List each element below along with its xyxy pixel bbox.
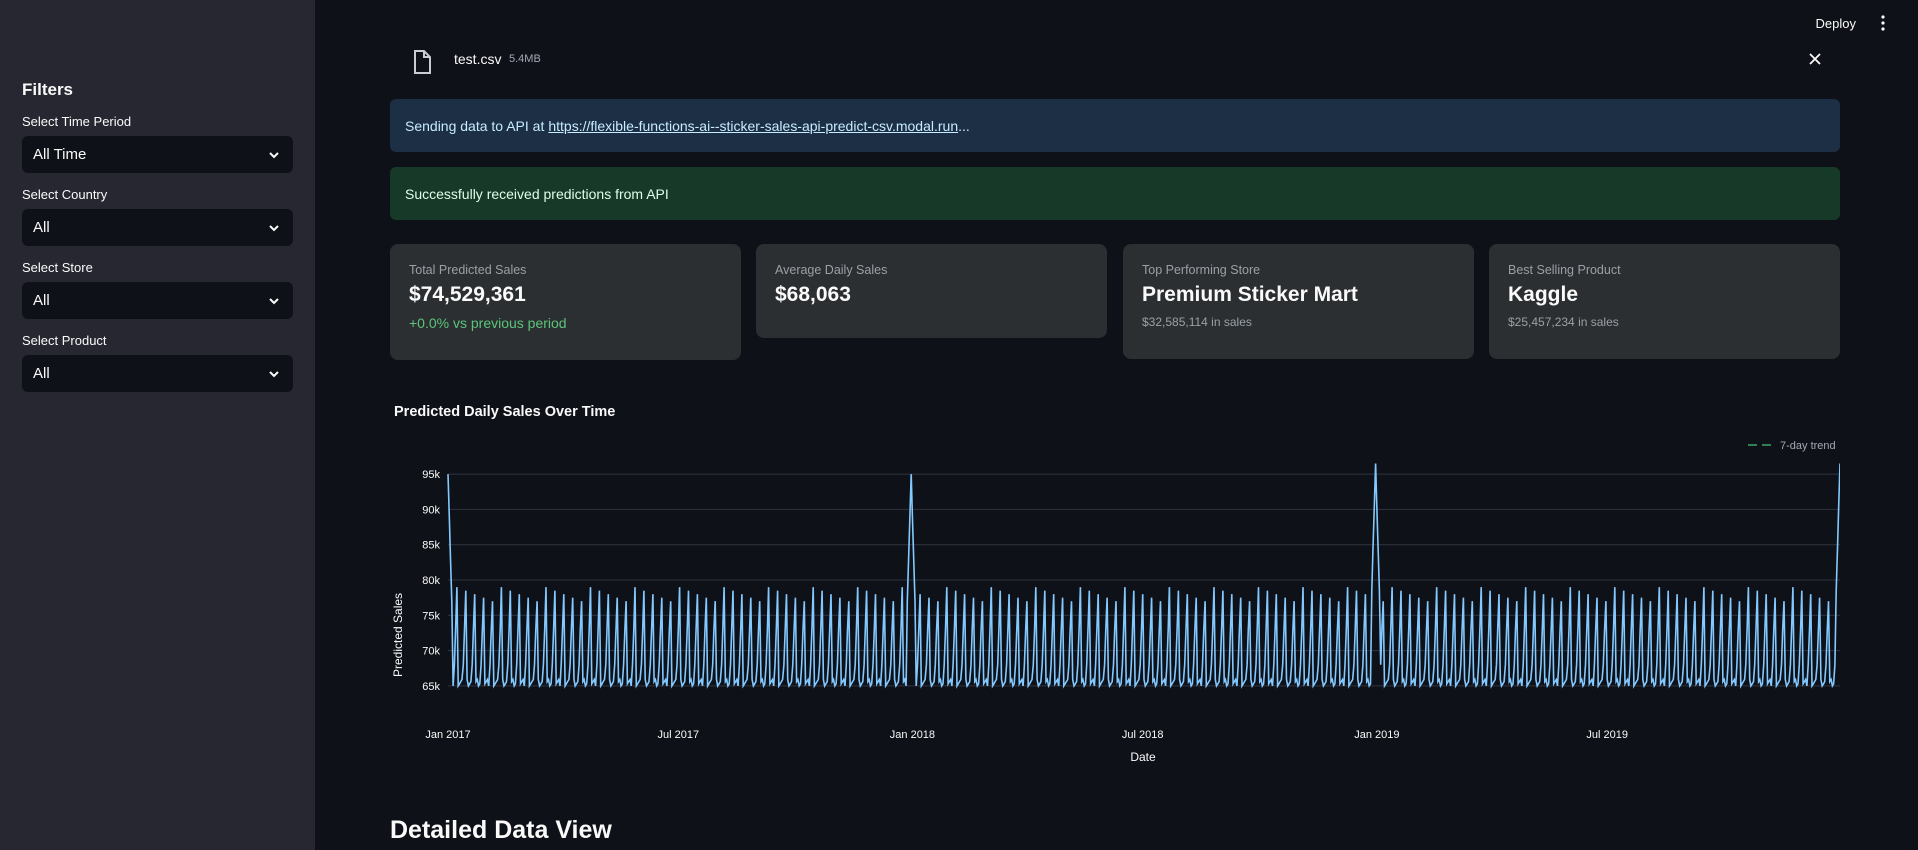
legend-trend-label: 7-day trend — [1780, 440, 1836, 452]
metric-value: Premium Sticker Mart — [1142, 283, 1358, 306]
metric-average-daily-sales: Average Daily Sales $68,063 — [756, 244, 1107, 338]
chevron-down-icon — [269, 297, 279, 304]
y-axis-label: Predicted Sales — [391, 593, 405, 677]
filter-store: Select Store All — [22, 260, 293, 319]
filter-label: Select Country — [22, 187, 108, 202]
sidebar-title: Filters — [22, 80, 74, 99]
uploaded-file: test.csv 5.4MB — [390, 44, 1840, 78]
filter-product: Select Product All — [22, 333, 293, 392]
metric-sub: $25,457,234 in sales — [1508, 315, 1619, 329]
select-value: All Time — [33, 146, 87, 163]
y-tick-label: 80k — [422, 575, 440, 587]
y-tick-label: 65k — [422, 681, 440, 693]
filter-label: Select Product — [22, 333, 107, 348]
select-value: All — [33, 365, 50, 382]
y-tick-label: 75k — [422, 610, 440, 622]
y-tick-label: 85k — [422, 540, 440, 552]
close-icon[interactable] — [1808, 52, 1822, 66]
info-alert: Sending data to API at https://flexible-… — [390, 99, 1840, 152]
x-tick-label: Jan 2018 — [890, 729, 935, 741]
metric-value: $74,529,361 — [409, 283, 526, 306]
metric-best-product: Best Selling Product Kaggle $25,457,234 … — [1489, 244, 1840, 359]
x-tick-label: Jan 2019 — [1354, 729, 1399, 741]
metric-total-predicted-sales: Total Predicted Sales $74,529,361 +0.0% … — [390, 244, 741, 360]
x-tick-label: Jul 2018 — [1122, 729, 1164, 741]
metric-value: $68,063 — [775, 283, 851, 306]
product-select[interactable]: All — [22, 355, 293, 392]
metric-top-store: Top Performing Store Premium Sticker Mar… — [1123, 244, 1474, 359]
file-icon — [414, 50, 431, 74]
store-select[interactable]: All — [22, 282, 293, 319]
deploy-button[interactable]: Deploy — [1815, 16, 1856, 31]
info-text: Sending data to API at — [405, 117, 545, 134]
chevron-down-icon — [269, 151, 279, 158]
y-tick-label: 70k — [422, 646, 440, 658]
detail-section-title: Detailed Data View — [390, 816, 612, 844]
metric-delta: +0.0% vs previous period — [409, 315, 567, 331]
y-tick-label: 95k — [422, 469, 440, 481]
x-axis-label: Date — [1130, 750, 1156, 764]
success-alert: Successfully received predictions from A… — [390, 167, 1840, 220]
chart-title: Predicted Daily Sales Over Time — [394, 404, 616, 420]
x-tick-label: Jul 2019 — [1586, 729, 1628, 741]
select-value: All — [33, 219, 50, 236]
file-name: test.csv — [454, 51, 502, 67]
metric-label: Average Daily Sales — [775, 263, 888, 277]
success-text: Successfully received predictions from A… — [405, 185, 669, 202]
more-menu-icon[interactable] — [1876, 14, 1890, 32]
chevron-down-icon — [269, 224, 279, 231]
metric-value: Kaggle — [1508, 283, 1579, 306]
api-link[interactable]: https://flexible-functions-ai--sticker-s… — [548, 117, 959, 134]
time-period-select[interactable]: All Time — [22, 136, 293, 173]
filter-country: Select Country All — [22, 187, 293, 246]
sidebar: Filters Select Time Period All Time Sele… — [0, 0, 315, 850]
series-line-predicted-sales — [447, 463, 1840, 689]
metric-label: Total Predicted Sales — [409, 263, 527, 277]
select-value: All — [33, 292, 50, 309]
x-tick-label: Jan 2017 — [425, 729, 470, 741]
chevron-down-icon — [269, 370, 279, 377]
y-axis-ticks: 65k 70k 75k 80k 85k 90k 95k — [422, 469, 440, 693]
chart-legend: 7-day trend — [1748, 440, 1836, 452]
y-tick-label: 90k — [422, 504, 440, 516]
metric-label: Best Selling Product — [1508, 263, 1621, 277]
metric-sub: $32,585,114 in sales — [1142, 315, 1252, 329]
file-size: 5.4MB — [509, 53, 541, 65]
filter-time-period: Select Time Period All Time — [22, 114, 293, 173]
metric-label: Top Performing Store — [1142, 263, 1261, 277]
country-select[interactable]: All — [22, 209, 293, 246]
x-tick-label: Jul 2017 — [658, 729, 700, 741]
x-axis-ticks: Jan 2017 Jul 2017 Jan 2018 Jul 2018 Jan 2019… — [425, 729, 1628, 741]
info-ellipsis: ... — [958, 117, 970, 134]
filter-label: Select Store — [22, 260, 93, 275]
filter-label: Select Time Period — [22, 114, 132, 129]
